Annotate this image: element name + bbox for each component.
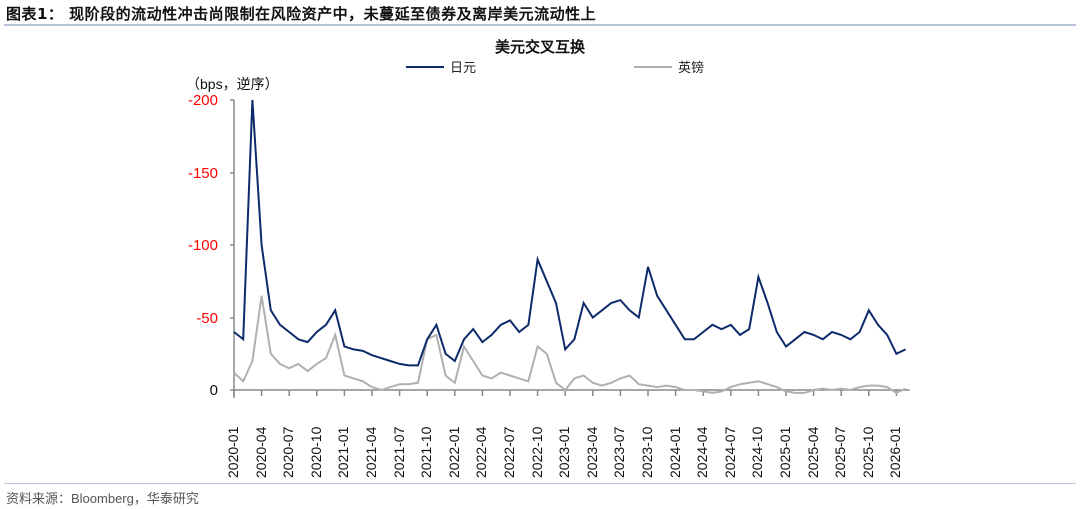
x-tick-label: 2021-04	[363, 426, 379, 478]
x-tick-label: 2020-10	[307, 426, 324, 478]
x-tick-label: 2025-01	[777, 426, 793, 478]
y-tick-label: -100	[187, 237, 218, 254]
x-tick-label: 2025-10	[859, 426, 876, 478]
x-tick-label: 2022-04	[473, 426, 490, 478]
legend-label-gbp: 英镑	[678, 61, 705, 76]
x-tick-label: 2022-10	[528, 426, 545, 478]
x-tick-label: 2025-04	[804, 426, 821, 478]
source-note: 资料来源：Bloomberg，华泰研究	[6, 491, 199, 506]
series-line-jpy	[233, 99, 907, 367]
x-tick-label: 2020-04	[252, 426, 269, 478]
legend-item-gbp: 英镑	[634, 57, 704, 76]
legend-swatch-jpy	[406, 65, 444, 68]
axes	[230, 99, 910, 398]
y-tick-label: -50	[196, 310, 218, 327]
legend-label-jpy: 日元	[450, 61, 477, 76]
x-tick-label: 2022-01	[445, 426, 462, 478]
x-tick-label: 2023-01	[556, 426, 573, 478]
x-tick-label: 2024-07	[721, 426, 738, 478]
x-tick-label: 2023-07	[611, 426, 628, 478]
title-divider	[4, 24, 1076, 26]
x-tick-label: 2024-04	[694, 426, 711, 478]
x-tick-label: 2020-01	[225, 426, 241, 478]
x-tick-label: 2023-10	[639, 426, 655, 478]
x-tick-label: 2026-01	[887, 426, 904, 478]
y-axis-unit-label: （bps，逆序）	[186, 76, 279, 92]
y-tick-label: 0	[209, 382, 218, 399]
legend-swatch-gbp	[634, 65, 672, 68]
x-tick-label: 2023-04	[583, 426, 600, 478]
series-line-gbp	[233, 295, 907, 395]
x-tick-label: 2021-01	[335, 426, 352, 478]
y-tick-label: -150	[187, 165, 218, 182]
chart-title: 美元交叉互换	[494, 38, 585, 56]
source-divider	[4, 483, 1076, 484]
figure-title: 图表1： 现阶段的流动性冲击尚限制在风险资产中，未蔓延至债券及离岸美元流动性上	[6, 5, 597, 23]
legend-item-jpy: 日元	[406, 57, 476, 76]
y-tick-label: -200	[187, 92, 218, 109]
x-tick-label: 2021-10	[418, 426, 435, 478]
x-tick-label: 2024-10	[749, 426, 766, 478]
x-tick-label: 2022-07	[501, 426, 517, 478]
x-tick-label: 2025-07	[832, 426, 849, 478]
x-tick-label: 2024-01	[666, 426, 683, 478]
x-tick-label: 2021-07	[390, 426, 407, 478]
x-tick-label: 2020-07	[280, 426, 297, 478]
